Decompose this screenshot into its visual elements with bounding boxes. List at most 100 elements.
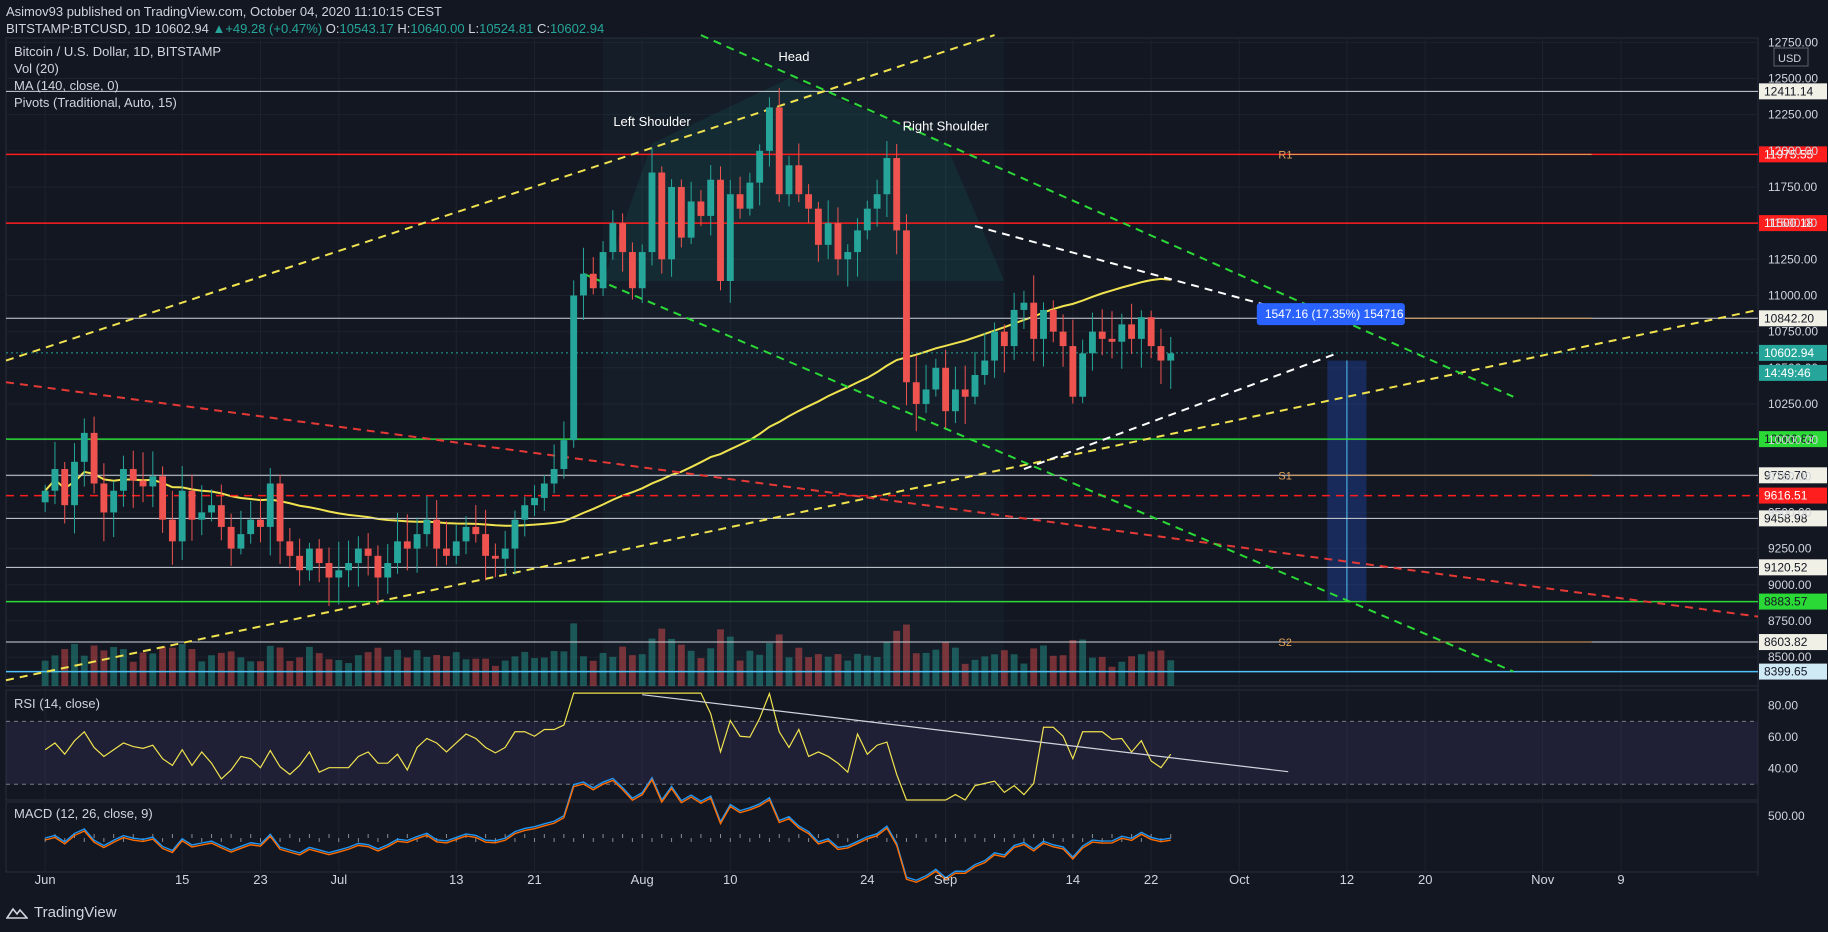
rsi-band xyxy=(6,721,1758,785)
level-price-label: 12411.14 xyxy=(1764,84,1813,98)
level-price-label: 10006.83 xyxy=(1764,432,1814,446)
high-value: 10640.00 xyxy=(410,21,465,36)
time-tick-label: Sep xyxy=(934,872,957,887)
volume-bar xyxy=(746,650,754,686)
candle-body xyxy=(628,252,636,289)
candle-body xyxy=(1108,338,1116,342)
candle-body xyxy=(51,469,59,491)
volume-bar xyxy=(1157,650,1165,686)
volume-bar xyxy=(932,649,940,686)
candle-body xyxy=(80,432,88,462)
candle-body xyxy=(354,548,362,564)
candle-body xyxy=(501,548,509,559)
time-tick-label: 10 xyxy=(723,872,737,887)
price-tick-label: 11250.00 xyxy=(1768,252,1817,266)
level-price-label: 11500.18 xyxy=(1764,216,1813,230)
candle-body xyxy=(100,483,108,513)
price-tick-label: 9750.00 xyxy=(1768,469,1812,483)
volume-bar xyxy=(1147,651,1155,686)
level-price-tag xyxy=(1759,310,1827,327)
candle-body xyxy=(687,201,695,238)
candle-body xyxy=(433,519,441,549)
volume-bar xyxy=(305,646,313,686)
price-tick-label: 10750.00 xyxy=(1768,325,1818,339)
level-price-tag xyxy=(1759,83,1827,100)
pattern-zone xyxy=(603,38,1005,686)
candle-body xyxy=(403,541,411,549)
volume-bar xyxy=(863,655,871,686)
price-tick-label: 12250.00 xyxy=(1768,108,1818,122)
time-tick-label: 9 xyxy=(1617,872,1624,887)
volume-bar xyxy=(41,660,49,686)
volume-bar xyxy=(599,652,607,686)
candle-body xyxy=(521,505,529,520)
candle-body xyxy=(198,512,206,520)
candle-body xyxy=(335,570,343,578)
volume-bar xyxy=(433,654,441,686)
volume-bar xyxy=(335,660,343,686)
currency-badge xyxy=(1773,47,1809,67)
candle-body xyxy=(775,107,783,195)
candle-body xyxy=(1040,309,1047,339)
close-label: C: xyxy=(536,21,550,36)
level-price-tag xyxy=(1759,634,1827,651)
level-price-tag xyxy=(1759,593,1827,610)
volume-bar xyxy=(354,655,362,686)
volume-bar xyxy=(942,642,950,686)
candle-body xyxy=(325,563,333,578)
level-price-tag xyxy=(1759,431,1827,448)
volume-bar xyxy=(139,652,147,686)
volume-bar xyxy=(452,652,460,686)
candle-body xyxy=(922,389,930,404)
volume-bar xyxy=(570,623,578,686)
candle-body xyxy=(1147,317,1155,347)
time-tick-label: 24 xyxy=(860,872,874,887)
time-tick-label: Nov xyxy=(1531,872,1555,887)
candle-body xyxy=(834,223,842,260)
candle-body xyxy=(491,555,499,559)
volume-bar xyxy=(795,647,803,686)
pivot-label: R1 xyxy=(1278,149,1292,161)
candle-body xyxy=(364,548,372,556)
candle-body xyxy=(41,490,49,503)
candle-body xyxy=(1010,309,1018,347)
candle-body xyxy=(619,223,627,253)
candle-body xyxy=(893,158,901,231)
volume-bar xyxy=(668,638,675,686)
price-tick-label: 10000.00 xyxy=(1768,433,1818,447)
trend-yellow-lower xyxy=(5,308,1759,682)
candle-body xyxy=(452,541,460,556)
candle-body xyxy=(668,186,675,260)
level-price-tag xyxy=(1759,467,1827,484)
candle-body xyxy=(296,555,304,571)
level-price-label: 8883.57 xyxy=(1764,595,1808,609)
volume-bar xyxy=(364,652,372,686)
measure-badge xyxy=(1256,303,1405,326)
candle-body xyxy=(90,432,98,484)
level-price-label: 9616.51 xyxy=(1764,489,1808,503)
tradingview-icon xyxy=(6,907,28,919)
volume-bar xyxy=(521,651,529,686)
volume-bar xyxy=(110,647,118,686)
trend-green-lower xyxy=(583,272,1514,673)
candle-body xyxy=(873,194,881,209)
price-tick-label: 8500.00 xyxy=(1768,650,1812,664)
volume-bar xyxy=(188,648,196,686)
volume-bar xyxy=(472,658,480,686)
volume-bar xyxy=(198,661,206,686)
volume-bar xyxy=(1010,654,1018,686)
candle-body xyxy=(305,548,313,571)
rsi-tick-label: 40.00 xyxy=(1768,762,1798,776)
volume-bar xyxy=(168,647,176,686)
volume-bar xyxy=(501,660,509,686)
candle-body xyxy=(707,179,715,216)
level-price-label: 10602.94 xyxy=(1764,346,1814,360)
moving-average-line xyxy=(44,277,1171,527)
ohlc-line: BITSTAMP:BTCUSD, 1D 10602.94 ▲+49.28 (+0… xyxy=(6,21,604,36)
tradingview-logo[interactable]: TradingView xyxy=(6,904,117,921)
candle-body xyxy=(1030,302,1038,339)
legend-item: Bitcoin / U.S. Dollar, 1D, BITSTAMP xyxy=(14,44,221,59)
candle-body xyxy=(717,179,724,281)
